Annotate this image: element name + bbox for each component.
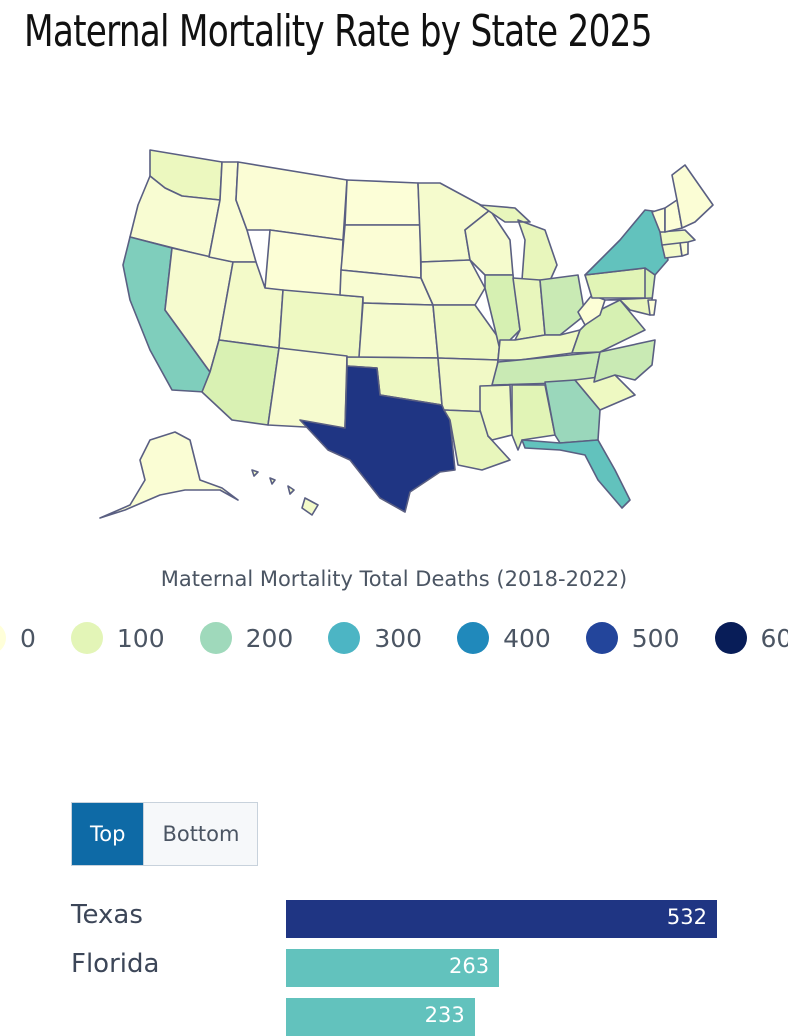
legend-swatch	[715, 622, 747, 654]
legend-label: 600	[761, 624, 788, 653]
state-ks[interactable]	[359, 303, 438, 358]
legend-label: 400	[503, 624, 551, 653]
state-nd[interactable]	[345, 180, 420, 225]
state-fl[interactable]	[522, 440, 630, 508]
state-ia[interactable]	[421, 260, 485, 305]
legend-item[interactable]: 200	[200, 622, 294, 654]
bottom-tab[interactable]: Bottom	[143, 803, 257, 865]
legend-item[interactable]: 500	[586, 622, 680, 654]
state-mo[interactable]	[433, 305, 500, 360]
legend-label: 200	[246, 624, 294, 653]
state-mt[interactable]	[236, 162, 347, 240]
bar-label: Texas	[71, 900, 143, 930]
bar-value: 233	[425, 1003, 465, 1027]
legend-swatch	[457, 622, 489, 654]
legend-item[interactable]: 400	[457, 622, 551, 654]
top-tab[interactable]: Top	[72, 803, 143, 865]
bar-row: Texas 532	[0, 898, 788, 938]
bar[interactable]: 263	[286, 949, 499, 987]
bar[interactable]: 233	[286, 998, 475, 1036]
legend-label: 500	[632, 624, 680, 653]
page-title: Maternal Mortality Rate by State 2025	[24, 6, 652, 57]
state-ri[interactable]	[680, 242, 688, 256]
legend-title: Maternal Mortality Total Deaths (2018-20…	[0, 567, 788, 591]
legend-label: 0	[20, 624, 36, 653]
legend-item[interactable]: 600	[715, 622, 788, 654]
state-hi[interactable]	[252, 470, 318, 515]
legend-swatch	[200, 622, 232, 654]
us-choropleth-map	[0, 130, 788, 530]
color-legend: 0 100 200 300 400 500 600	[0, 618, 788, 658]
legend-item[interactable]: 0	[0, 622, 36, 654]
bar-value: 263	[449, 954, 489, 978]
top-bottom-toggle: Top Bottom	[71, 802, 258, 866]
state-nm[interactable]	[268, 348, 347, 428]
state-ak[interactable]	[100, 432, 238, 518]
bar-value: 532	[667, 905, 707, 929]
state-de[interactable]	[648, 300, 656, 315]
legend-label: 100	[117, 624, 165, 653]
legend-swatch	[586, 622, 618, 654]
state-sd[interactable]	[341, 225, 421, 278]
legend-swatch	[0, 622, 6, 654]
legend-item[interactable]: 100	[71, 622, 165, 654]
legend-label: 300	[374, 624, 422, 653]
legend-item[interactable]: 300	[328, 622, 422, 654]
legend-swatch	[328, 622, 360, 654]
bar-row: Florida 263	[0, 947, 788, 987]
bar[interactable]: 532	[286, 900, 717, 938]
bar-label: Florida	[71, 949, 159, 979]
state-oh[interactable]	[540, 275, 585, 335]
bar-row: 233	[0, 996, 788, 1036]
legend-swatch	[71, 622, 103, 654]
